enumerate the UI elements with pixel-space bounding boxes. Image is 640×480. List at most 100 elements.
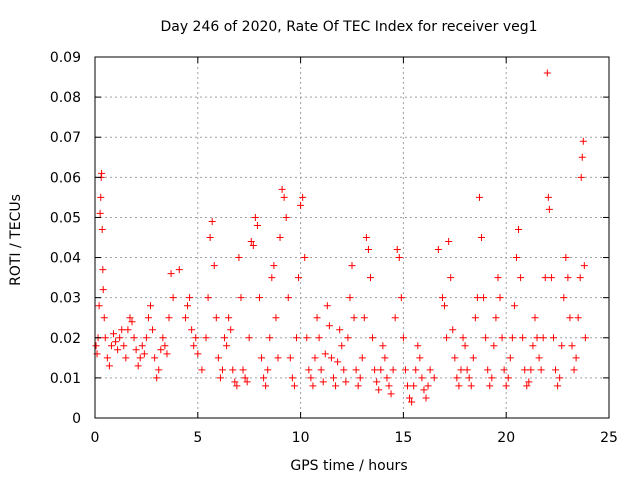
data-point [478,234,486,241]
data-point [570,366,578,374]
data-point [101,334,109,342]
data-point [136,354,144,362]
data-point [128,318,136,326]
data-point [364,246,372,254]
data-point [194,350,202,358]
data-point [260,374,268,382]
data-point [552,366,560,374]
data-point [243,378,251,386]
data-point [116,334,124,342]
data-point [231,378,239,386]
data-point [574,314,582,322]
data-point [547,274,555,282]
data-point [167,270,175,278]
data-point [99,266,107,274]
data-point [383,374,391,382]
data-points [92,69,589,406]
data-point [397,294,405,302]
data-point [543,69,551,77]
data-point [469,354,477,362]
data-point [299,193,307,201]
data-point [515,225,523,233]
data-point [508,334,516,342]
data-point [488,374,496,382]
data-point [480,294,488,302]
data-point [564,274,572,282]
x-tick-label: 10 [292,430,310,446]
data-point [527,366,535,374]
data-point [354,382,362,390]
x-tick-label: 0 [91,430,100,446]
data-point [418,374,426,382]
data-point [395,254,403,262]
data-point [578,153,586,161]
x-tick-label: 5 [193,430,202,446]
data-point [198,366,206,374]
data-point [290,382,298,390]
data-point [272,314,280,322]
data-point [350,314,358,322]
data-point [132,346,140,354]
data-point [473,294,481,302]
data-point [317,366,325,374]
data-point [558,342,566,350]
data-point [130,334,138,342]
x-tick-label: 20 [497,430,515,446]
data-point [459,334,467,342]
data-point [97,193,105,201]
data-point [315,334,323,342]
data-point [334,358,342,366]
y-tick-label: 0.05 [50,210,81,226]
data-point [280,193,288,201]
data-point [506,354,514,362]
data-point [461,342,469,350]
data-point [214,354,222,362]
data-point [305,366,313,374]
data-point [475,193,483,201]
y-axis-label: ROTI / TECUs [8,194,24,286]
data-point [451,354,459,362]
data-point [266,334,274,342]
data-point [311,354,319,362]
data-point [391,314,399,322]
data-point [126,314,134,322]
data-point [406,394,414,402]
data-point [494,274,502,282]
data-point [95,302,103,310]
data-point [346,294,354,302]
data-point [221,334,229,342]
data-point [163,350,171,358]
data-point [387,390,395,398]
data-point [389,366,397,374]
data-point [204,294,212,302]
data-point [149,326,157,334]
data-point [379,342,387,350]
data-point [161,342,169,350]
data-point [120,342,128,350]
data-point [192,334,200,342]
data-point [568,342,576,350]
chart-title: Day 246 of 2020, Rate Of TEC Index for r… [160,19,537,35]
data-point [545,205,553,213]
data-point [579,137,587,145]
data-point [329,374,337,382]
data-point [165,314,173,322]
data-point [465,374,473,382]
data-point [155,366,163,374]
data-point [327,354,335,362]
data-point [443,334,451,342]
data-point [560,294,568,302]
data-point [142,334,150,342]
data-point [332,382,340,390]
data-point [309,382,317,390]
data-point [414,342,422,350]
data-point [140,350,148,358]
y-tick-label: 0.09 [50,50,81,66]
data-point [338,342,346,350]
data-point [134,362,142,370]
data-point [249,242,257,250]
data-point [393,246,401,254]
data-point [533,334,541,342]
data-point [504,374,512,382]
y-tick-label: 0.06 [50,170,81,186]
